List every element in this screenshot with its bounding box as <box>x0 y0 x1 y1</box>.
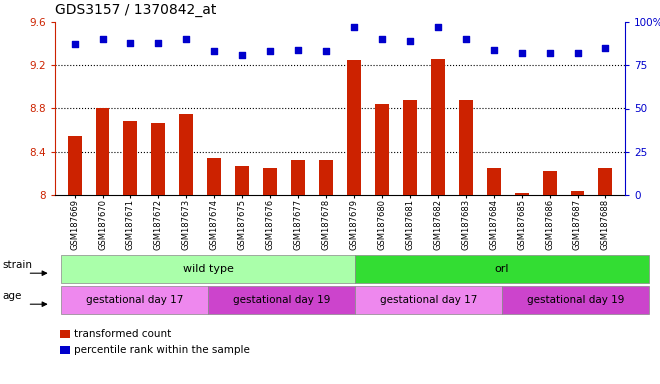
Text: wild type: wild type <box>183 264 234 274</box>
Bar <box>235 166 249 195</box>
Point <box>321 48 331 55</box>
Text: gestational day 19: gestational day 19 <box>233 295 330 305</box>
Point <box>488 46 499 53</box>
Bar <box>180 114 193 195</box>
Bar <box>291 161 305 195</box>
Bar <box>67 136 82 195</box>
Bar <box>123 121 137 195</box>
Bar <box>543 171 556 195</box>
Bar <box>486 168 501 195</box>
Point <box>97 36 108 42</box>
Point <box>153 40 164 46</box>
Text: gestational day 19: gestational day 19 <box>527 295 624 305</box>
Bar <box>319 161 333 195</box>
Text: percentile rank within the sample: percentile rank within the sample <box>74 345 250 355</box>
Point <box>544 50 555 56</box>
Point <box>600 45 611 51</box>
Point <box>237 52 248 58</box>
Point <box>377 36 387 42</box>
Point <box>572 50 583 56</box>
Point <box>181 36 191 42</box>
Bar <box>355 255 649 283</box>
Point <box>516 50 527 56</box>
Bar <box>431 59 445 195</box>
Text: gestational day 17: gestational day 17 <box>380 295 477 305</box>
Text: gestational day 17: gestational day 17 <box>86 295 183 305</box>
Point <box>125 40 136 46</box>
Point <box>69 41 80 48</box>
Bar <box>403 100 417 195</box>
Bar <box>347 60 361 195</box>
Bar <box>570 191 585 195</box>
Bar <box>599 168 612 195</box>
Text: orl: orl <box>495 264 510 274</box>
Point <box>405 38 415 44</box>
Bar <box>207 158 221 195</box>
Point <box>461 36 471 42</box>
Point <box>348 24 359 30</box>
Bar <box>61 255 355 283</box>
Text: strain: strain <box>3 260 33 270</box>
Bar <box>61 286 208 314</box>
Bar <box>375 104 389 195</box>
Bar <box>459 100 473 195</box>
Point <box>209 48 220 55</box>
Text: GDS3157 / 1370842_at: GDS3157 / 1370842_at <box>55 3 216 17</box>
Bar <box>151 122 166 195</box>
Text: age: age <box>3 291 22 301</box>
Bar <box>208 286 355 314</box>
Bar <box>96 109 110 195</box>
Point <box>293 46 304 53</box>
Bar <box>502 286 649 314</box>
Bar <box>355 286 502 314</box>
Bar <box>263 168 277 195</box>
Point <box>265 48 275 55</box>
Point <box>432 24 443 30</box>
Bar <box>515 193 529 195</box>
Text: transformed count: transformed count <box>74 329 171 339</box>
